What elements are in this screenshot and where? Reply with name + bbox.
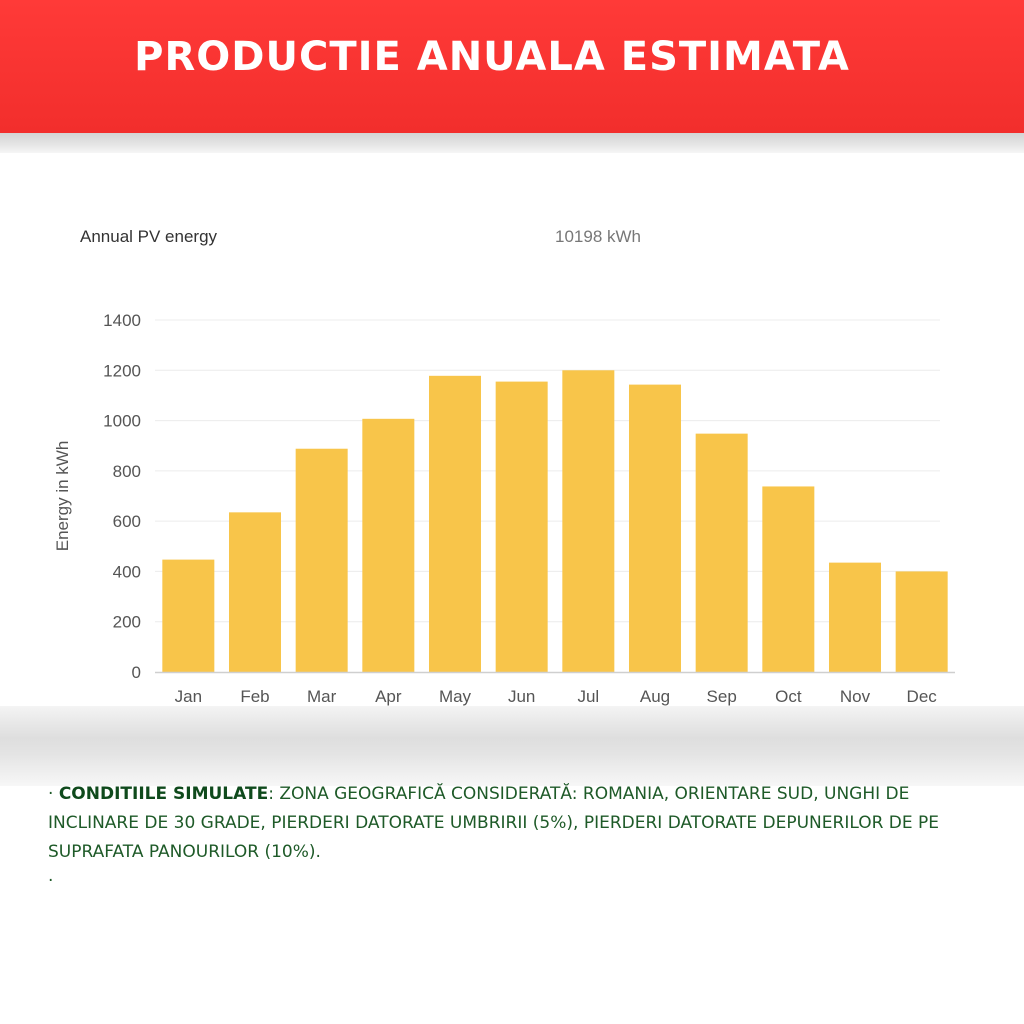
x-tick-label: Aug [640,687,670,706]
x-tick-label: Mar [307,687,337,706]
y-axis-label: Energy in kWh [53,441,72,552]
y-tick-label: 400 [113,562,141,581]
y-tick-label: 1400 [103,311,141,330]
x-tick-label: Dec [907,687,938,706]
x-tick-label: Feb [240,687,269,706]
y-tick-label: 600 [113,512,141,531]
x-tick-label: Sep [707,687,737,706]
y-tick-label: 1000 [103,412,141,431]
simulation-conditions: · Conditiile simulate: zona geografică c… [48,780,968,896]
header-banner: PRODUCTIE ANUALA ESTIMATA [0,0,1024,133]
y-tick-label: 0 [132,663,141,682]
bar-jul [562,370,615,672]
y-tick-label: 1200 [103,361,141,380]
bar-mar [295,448,348,672]
trailing-bullet: · [48,871,54,891]
bar-jan [162,559,215,672]
bar-dec [895,571,948,672]
bar-jun [495,381,548,672]
x-tick-label: May [439,687,472,706]
bar-may [429,375,481,672]
divider-top [0,133,1024,153]
bar-sep [695,433,748,672]
x-tick-label: Nov [840,687,871,706]
x-tick-label: Apr [375,687,402,706]
x-tick-label: Jun [508,687,535,706]
x-tick-label: Oct [775,687,802,706]
bar-oct [762,486,815,672]
bar-aug [629,384,681,672]
x-tick-label: Jul [577,687,599,706]
x-tick-label: Jan [175,687,202,706]
annual-total: 10198 kWh [555,227,641,246]
bar-apr [362,418,415,672]
bar-nov [829,562,881,672]
divider-bottom [0,706,1024,786]
energy-bar-chart: 0 200 400 600 800 1000 1200 1400 Energy in kWh Ja… [53,311,955,706]
y-tick-label: 800 [113,462,141,481]
bullet: · [48,784,54,804]
conditions-text: : zona geografică considerată: Romania, … [48,784,940,862]
chart-title: Annual PV energy [80,227,218,246]
bar-feb [229,512,281,672]
page-title: PRODUCTIE ANUALA ESTIMATA [134,34,850,80]
conditions-label: Conditiile simulate [58,784,269,804]
y-tick-label: 200 [113,613,141,632]
